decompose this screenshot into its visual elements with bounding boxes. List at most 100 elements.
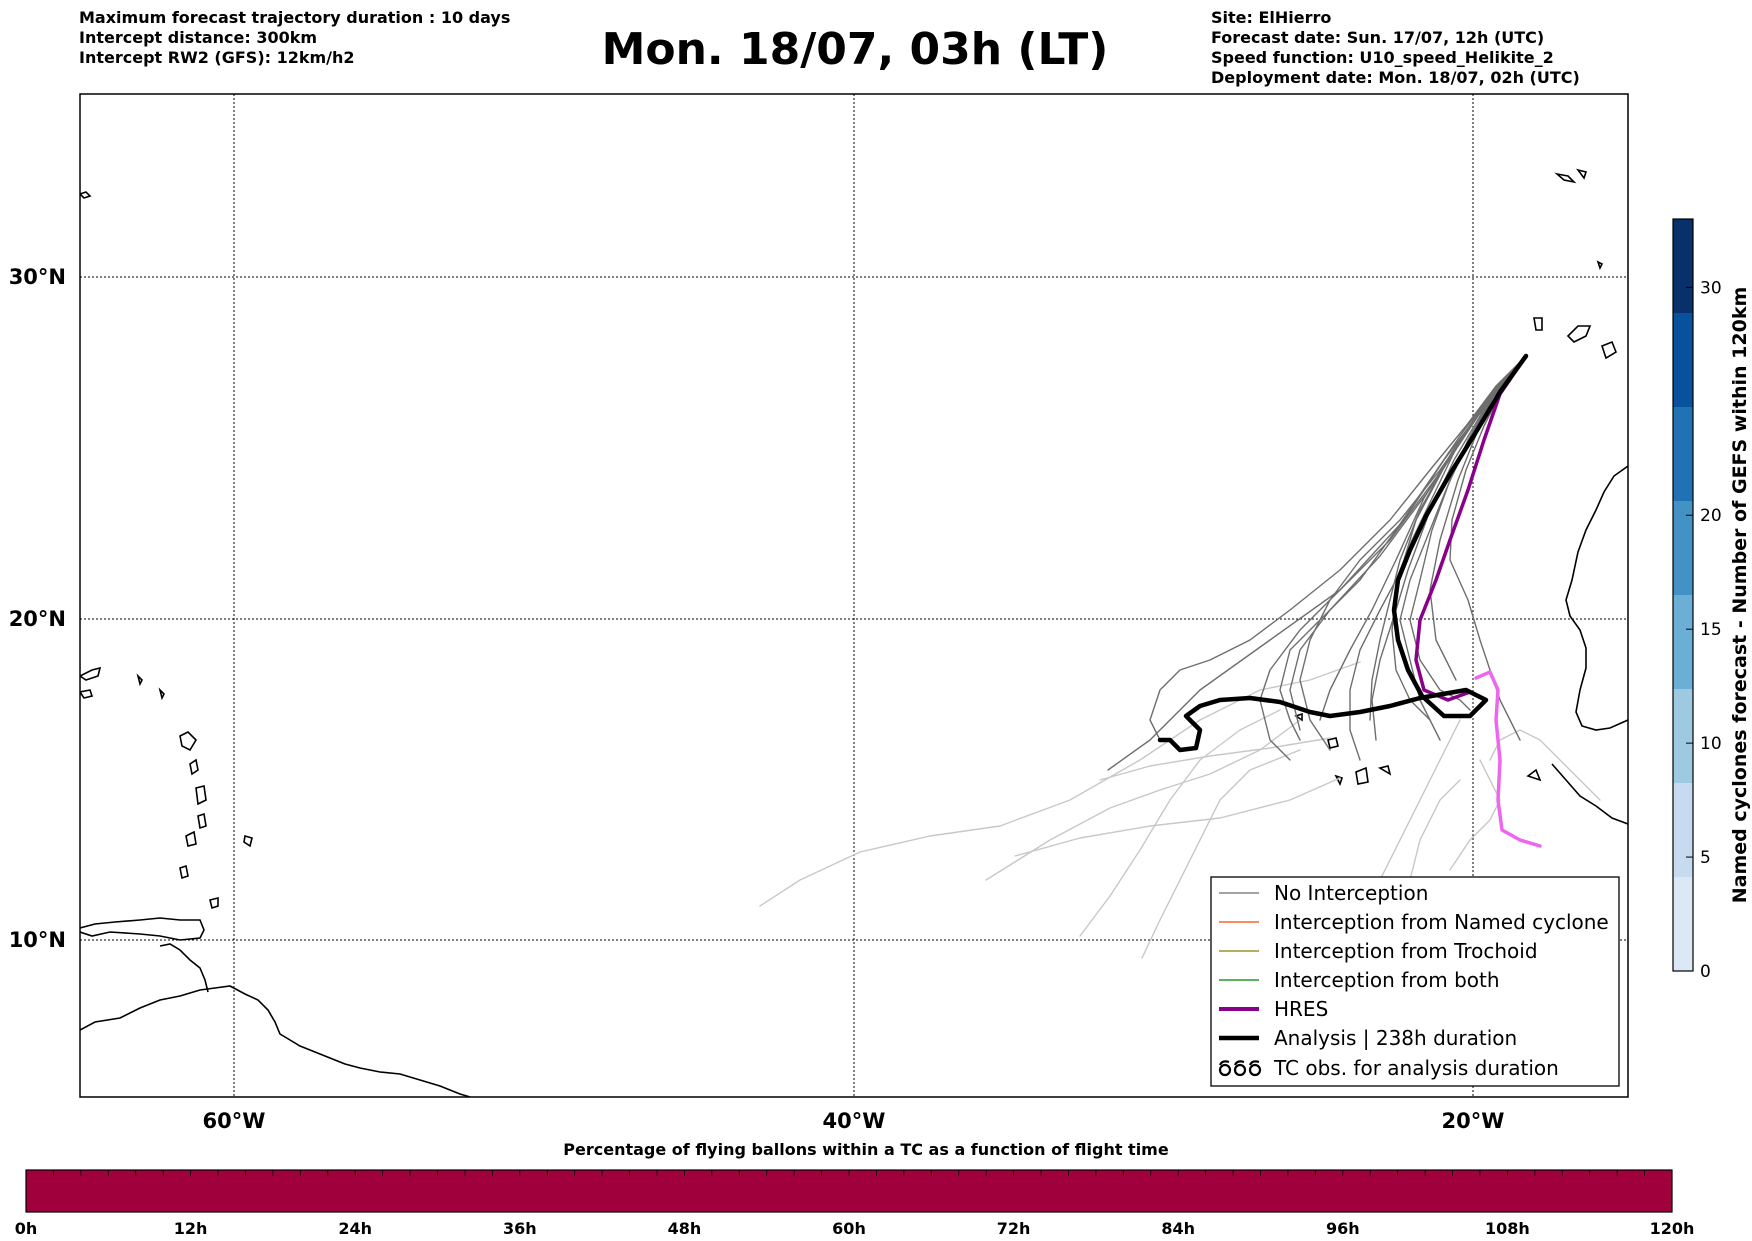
- header-right-line: Deployment date: Mon. 18/07, 02h (UTC): [1211, 68, 1580, 87]
- header-right-line: Forecast date: Sun. 17/07, 12h (UTC): [1211, 28, 1545, 47]
- legend-item: HRES: [1219, 997, 1328, 1021]
- colorbar-bottom-tick-label: 72h: [997, 1219, 1031, 1238]
- header-left-line: Intercept distance: 300km: [79, 28, 318, 47]
- colorbar-right-tick-label: 0: [1700, 962, 1711, 982]
- lat-tick-label: 10°N: [9, 928, 66, 952]
- island-azores-1: [1554, 172, 1577, 184]
- header-right-line: Site: ElHierro: [1211, 8, 1332, 27]
- island-st-lucia: [197, 812, 207, 830]
- track-no-interception: [1289, 355, 1527, 731]
- legend-label: Analysis | 238h duration: [1274, 1026, 1517, 1050]
- colorbar-right-segment: [1673, 407, 1693, 501]
- island-antilles-1: [136, 673, 143, 687]
- track-light: [1099, 737, 1331, 781]
- legend-label: No Interception: [1274, 881, 1428, 905]
- colorbar-right-gradient: [1673, 219, 1693, 971]
- colorbar-bottom-tick-label: 24h: [338, 1219, 372, 1238]
- colorbar-bottom-title: Percentage of flying ballons within a TC…: [563, 1140, 1169, 1159]
- island-cape-verde-3: [1377, 765, 1392, 776]
- colorbar-bottom-bar: [25, 1169, 1673, 1213]
- island-guadeloupe: [179, 731, 198, 752]
- legend-label: Interception from both: [1274, 968, 1500, 992]
- legend-label: TC obs. for analysis duration: [1273, 1056, 1559, 1080]
- lon-tick-label: 60°W: [203, 1109, 266, 1133]
- lat-tick-label: 20°N: [9, 607, 66, 631]
- colorbar-bottom-tick-label: 120h: [1650, 1219, 1695, 1238]
- map-axis-labels: 60°W 40°W 20°W 30°N 20°N 10°N: [9, 265, 1505, 1133]
- colorbar-bottom-tick-label: 108h: [1485, 1219, 1530, 1238]
- coast-west-africa: [1565, 465, 1628, 731]
- colorbar-right-segment: [1673, 313, 1693, 407]
- colorbar-right-label: Named cyclones forecast - Number of GEFS…: [1729, 287, 1751, 904]
- header-right-line: Speed function: U10_speed_Helikite_2: [1211, 48, 1554, 67]
- legend-item: No Interception: [1219, 881, 1428, 905]
- colorbar-bottom-tick-label: 12h: [174, 1219, 208, 1238]
- colorbar-bottom-ticks: 0h 12h 24h 36h 48h 60h 72h 84h 96h 108h 120h: [15, 1170, 1695, 1238]
- legend-item: Interception from both: [1219, 968, 1500, 992]
- coast-venezuela-north: [80, 917, 205, 941]
- colorbar-bottom-tick-label: 0h: [15, 1219, 38, 1238]
- island-madeira: [1596, 260, 1604, 271]
- island-antilles-2: [158, 687, 165, 701]
- colorbar-bottom-tick-label: 60h: [832, 1219, 866, 1238]
- coast-guinea: [1551, 763, 1628, 825]
- track-analysis: [1157, 353, 1529, 753]
- track-light: [1079, 709, 1281, 937]
- island-bermuda: [80, 191, 92, 199]
- header-right-info: Site: ElHierro Forecast date: Sun. 17/07…: [1211, 8, 1580, 88]
- lon-tick-label: 40°W: [823, 1109, 886, 1133]
- colorbar-right-segment: [1673, 595, 1693, 689]
- legend-label: Interception from Trochoid: [1274, 939, 1538, 963]
- island-cape-verde-1: [1327, 737, 1339, 749]
- colorbar-right-frame: [1672, 218, 1694, 972]
- track-hres: [1414, 354, 1528, 702]
- header-left-info: Maximum forecast trajectory duration : 1…: [79, 8, 510, 68]
- island-azores-2: [1576, 168, 1588, 180]
- colorbar-right-tick-label: 20: [1700, 506, 1722, 526]
- colorbar-right-tick-label: 15: [1700, 620, 1722, 640]
- colorbar-bottom-tick-label: 96h: [1326, 1219, 1360, 1238]
- interception-tracks: [759, 661, 1601, 1001]
- island-dominica: [189, 758, 199, 776]
- trajectories: [759, 353, 1601, 1001]
- island-canary-1: [1533, 317, 1543, 331]
- island-cape-verde-4: [1334, 774, 1344, 787]
- colorbar-right-segment: [1673, 689, 1693, 783]
- colorbar-right-tick-label: 30: [1700, 278, 1722, 298]
- island-canary-2: [1566, 325, 1592, 343]
- lon-tick-label: 20°W: [1442, 1109, 1505, 1133]
- track-no-interception: [1107, 355, 1527, 771]
- track-light: [759, 661, 1361, 907]
- tc-symbol-icon: [1218, 1060, 1262, 1077]
- colorbar-bottom-tick-label: 84h: [1161, 1219, 1195, 1238]
- lat-tick-label: 30°N: [9, 265, 66, 289]
- legend-label: HRES: [1274, 997, 1328, 1021]
- colorbar-bottom-tick-label: 36h: [503, 1219, 537, 1238]
- page-title: Mon. 18/07, 03h (LT): [601, 24, 1109, 75]
- colorbar-right: 0 5 10 15 20 30 Named cyclones forecast - Num…: [1672, 218, 1751, 982]
- track-light: [1014, 777, 1341, 857]
- map-frame: [79, 93, 1629, 1098]
- track-no-interception: [1371, 355, 1527, 741]
- track-hres-extension: [1474, 670, 1542, 848]
- track-light: [1141, 749, 1301, 959]
- coast-trinidad-venezuela: [159, 943, 209, 993]
- track-no-interception: [1279, 355, 1527, 741]
- island-barbados: [243, 834, 253, 848]
- colorbar-right-segment: [1673, 501, 1693, 595]
- island-tobago: [209, 896, 219, 910]
- legend-item: Interception from Trochoid: [1219, 939, 1538, 963]
- colorbar-bottom-tick-label: 48h: [668, 1219, 702, 1238]
- legend-label: Interception from Named cyclone: [1274, 910, 1609, 934]
- track-no-interception: [1149, 355, 1527, 741]
- legend-item: TC obs. for analysis duration: [1218, 1056, 1559, 1080]
- island-cape-verde-5: [1294, 712, 1303, 722]
- header-left-line: Intercept RW2 (GFS): 12km/h2: [79, 48, 355, 67]
- island-st-vincent: [185, 830, 197, 847]
- colorbar-right-ticks: 0 5 10 15 20 30: [1686, 278, 1722, 982]
- island-puerto-rico: [80, 666, 102, 681]
- coast-south-america: [80, 985, 471, 1097]
- coastlines: [80, 168, 1628, 1097]
- island-canary-3: [1601, 340, 1617, 360]
